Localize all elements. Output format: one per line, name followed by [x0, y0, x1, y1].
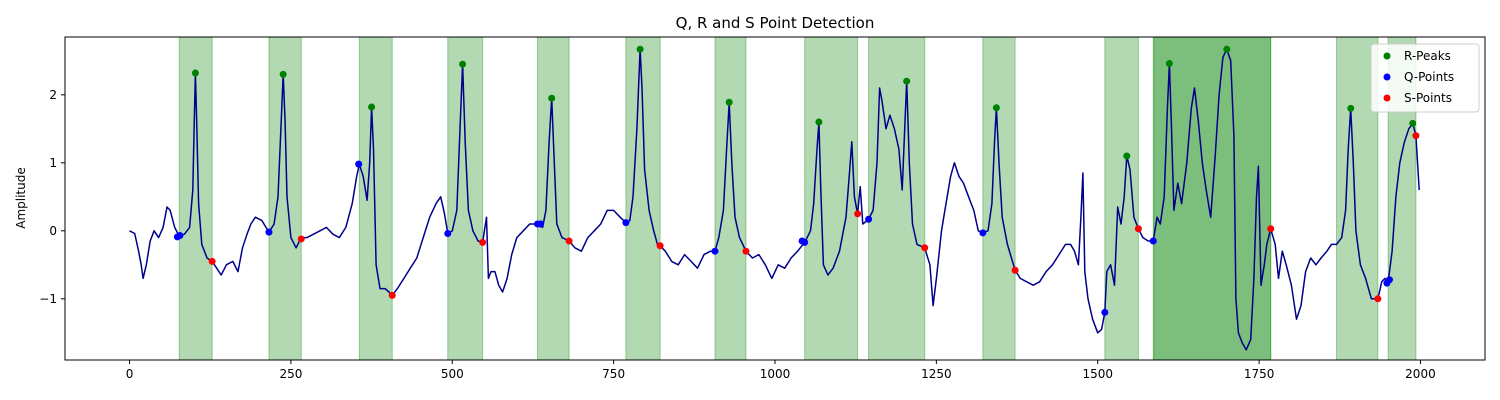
s-point-marker [565, 237, 573, 245]
q-point-marker [1101, 308, 1109, 316]
r-peak-marker [1409, 119, 1417, 127]
s-point-marker [656, 242, 664, 250]
chart-title: Q, R and S Point Detection [676, 14, 875, 32]
r-peak-marker [1123, 152, 1131, 160]
x-tick-label: 1000 [760, 367, 791, 381]
y-tick-label: 2 [49, 88, 57, 102]
legend-marker [1383, 52, 1391, 60]
y-tick-label: 0 [49, 224, 57, 238]
q-point-marker [1385, 276, 1393, 284]
s-point-marker [1011, 266, 1019, 274]
y-tick-label: 1 [49, 156, 57, 170]
highlight-band [868, 37, 926, 360]
highlight-band [536, 37, 570, 360]
x-tick-label: 2000 [1405, 367, 1436, 381]
x-tick-label: 1750 [1244, 367, 1275, 381]
s-point-marker [208, 257, 216, 265]
s-point-marker [742, 247, 750, 255]
r-peak-marker [992, 104, 1000, 112]
q-point-marker [355, 160, 363, 168]
highlight-band [714, 37, 747, 360]
x-axis: 0 250 500 750 1000 1250 1500 1750 2000 [126, 360, 1436, 381]
q-point-marker [711, 247, 719, 255]
r-peak-marker [279, 70, 287, 78]
q-point-marker [622, 219, 630, 227]
legend-marker [1383, 73, 1391, 81]
r-peak-marker [903, 77, 911, 85]
q-point-marker [979, 229, 987, 237]
x-tick-label: 250 [279, 367, 302, 381]
x-tick-label: 1250 [921, 367, 952, 381]
r-peak-marker [191, 69, 199, 77]
s-point-marker [1134, 225, 1142, 233]
r-peak-marker [368, 103, 376, 111]
q-point-marker [537, 220, 545, 228]
s-point-marker [479, 238, 487, 246]
detected-points [173, 45, 1420, 316]
y-tick-label: −1 [39, 292, 57, 306]
s-point-marker [854, 210, 862, 218]
y-axis-label: Amplitude [14, 167, 28, 229]
s-point-marker [297, 235, 305, 243]
legend-box [1370, 43, 1480, 113]
q-point-marker [1149, 237, 1157, 245]
r-peak-marker [815, 118, 823, 126]
q-point-marker [176, 232, 184, 240]
highlight-band [625, 37, 661, 360]
highlight-band [804, 37, 859, 360]
x-tick-label: 0 [126, 367, 134, 381]
highlight-band [982, 37, 1016, 360]
signal-line [129, 48, 1420, 351]
s-point-marker [388, 291, 396, 299]
highlight-band [268, 37, 302, 360]
ecg-signal [129, 48, 1420, 351]
r-peak-marker [459, 60, 467, 68]
q-point-marker [801, 238, 809, 246]
x-tick-label: 500 [441, 367, 464, 381]
legend-label: S-Points [1404, 91, 1452, 105]
legend-label: Q-Points [1404, 70, 1454, 84]
highlight-bands [178, 37, 1417, 360]
highlight-band [358, 37, 393, 360]
s-point-marker [1374, 295, 1382, 303]
r-peak-marker [725, 98, 733, 106]
s-point-marker [1267, 225, 1275, 233]
r-peak-marker [1347, 104, 1355, 112]
s-point-marker [921, 244, 929, 252]
highlight-band [1104, 37, 1139, 360]
x-tick-label: 1500 [1082, 367, 1113, 381]
y-axis: −1 0 1 2 [39, 88, 65, 306]
highlight-band [447, 37, 484, 360]
r-peak-marker [1223, 45, 1231, 53]
q-point-marker [865, 215, 873, 223]
legend-label: R-Peaks [1404, 49, 1451, 63]
legend-marker [1383, 94, 1391, 102]
q-point-marker [444, 230, 452, 238]
r-peak-marker [548, 94, 556, 102]
x-tick-label: 750 [602, 367, 625, 381]
r-peak-marker [1165, 60, 1173, 68]
r-peak-marker [636, 45, 644, 53]
legend: R-Peaks Q-Points S-Points [1370, 43, 1480, 113]
s-point-marker [1412, 132, 1420, 140]
q-point-marker [265, 228, 273, 236]
